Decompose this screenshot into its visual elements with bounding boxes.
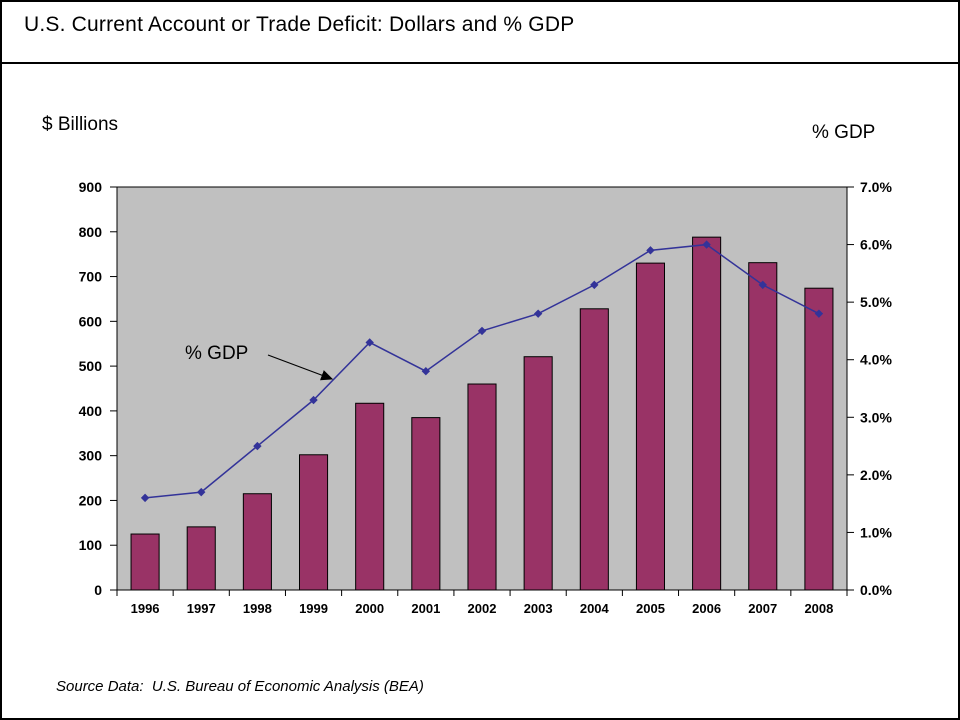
- svg-text:4.0%: 4.0%: [860, 352, 892, 368]
- svg-text:2003: 2003: [524, 601, 553, 616]
- svg-text:7.0%: 7.0%: [860, 179, 892, 195]
- svg-text:2007: 2007: [748, 601, 777, 616]
- svg-text:1999: 1999: [299, 601, 328, 616]
- page-title: U.S. Current Account or Trade Deficit: D…: [24, 13, 575, 36]
- svg-text:% GDP: % GDP: [185, 343, 248, 364]
- svg-text:2005: 2005: [636, 601, 665, 616]
- svg-text:0: 0: [94, 582, 102, 598]
- left-axis-title: $ Billions: [42, 114, 119, 135]
- svg-text:1996: 1996: [131, 601, 160, 616]
- svg-text:300: 300: [79, 448, 103, 464]
- source-note: Source Data: U.S. Bureau of Economic Ana…: [56, 678, 424, 695]
- svg-text:2.0%: 2.0%: [860, 467, 892, 483]
- svg-text:2002: 2002: [468, 601, 497, 616]
- svg-text:500: 500: [79, 358, 103, 374]
- svg-text:2004: 2004: [580, 601, 610, 616]
- svg-text:5.0%: 5.0%: [860, 294, 892, 310]
- svg-text:1.0%: 1.0%: [860, 524, 892, 540]
- svg-text:900: 900: [79, 179, 103, 195]
- svg-text:3.0%: 3.0%: [860, 409, 892, 425]
- svg-text:6.0%: 6.0%: [860, 237, 892, 253]
- svg-text:1998: 1998: [243, 601, 272, 616]
- svg-text:2006: 2006: [692, 601, 721, 616]
- svg-text:600: 600: [79, 313, 103, 329]
- svg-text:0.0%: 0.0%: [860, 582, 892, 598]
- svg-text:800: 800: [79, 224, 103, 240]
- svg-text:400: 400: [79, 403, 103, 419]
- svg-text:100: 100: [79, 537, 103, 553]
- svg-text:2001: 2001: [411, 601, 440, 616]
- svg-text:2000: 2000: [355, 601, 384, 616]
- title-divider: [2, 62, 958, 64]
- svg-text:2008: 2008: [804, 601, 833, 616]
- right-axis-title: % GDP: [812, 122, 876, 143]
- svg-text:1997: 1997: [187, 601, 216, 616]
- svg-text:200: 200: [79, 492, 103, 508]
- svg-text:700: 700: [79, 269, 103, 285]
